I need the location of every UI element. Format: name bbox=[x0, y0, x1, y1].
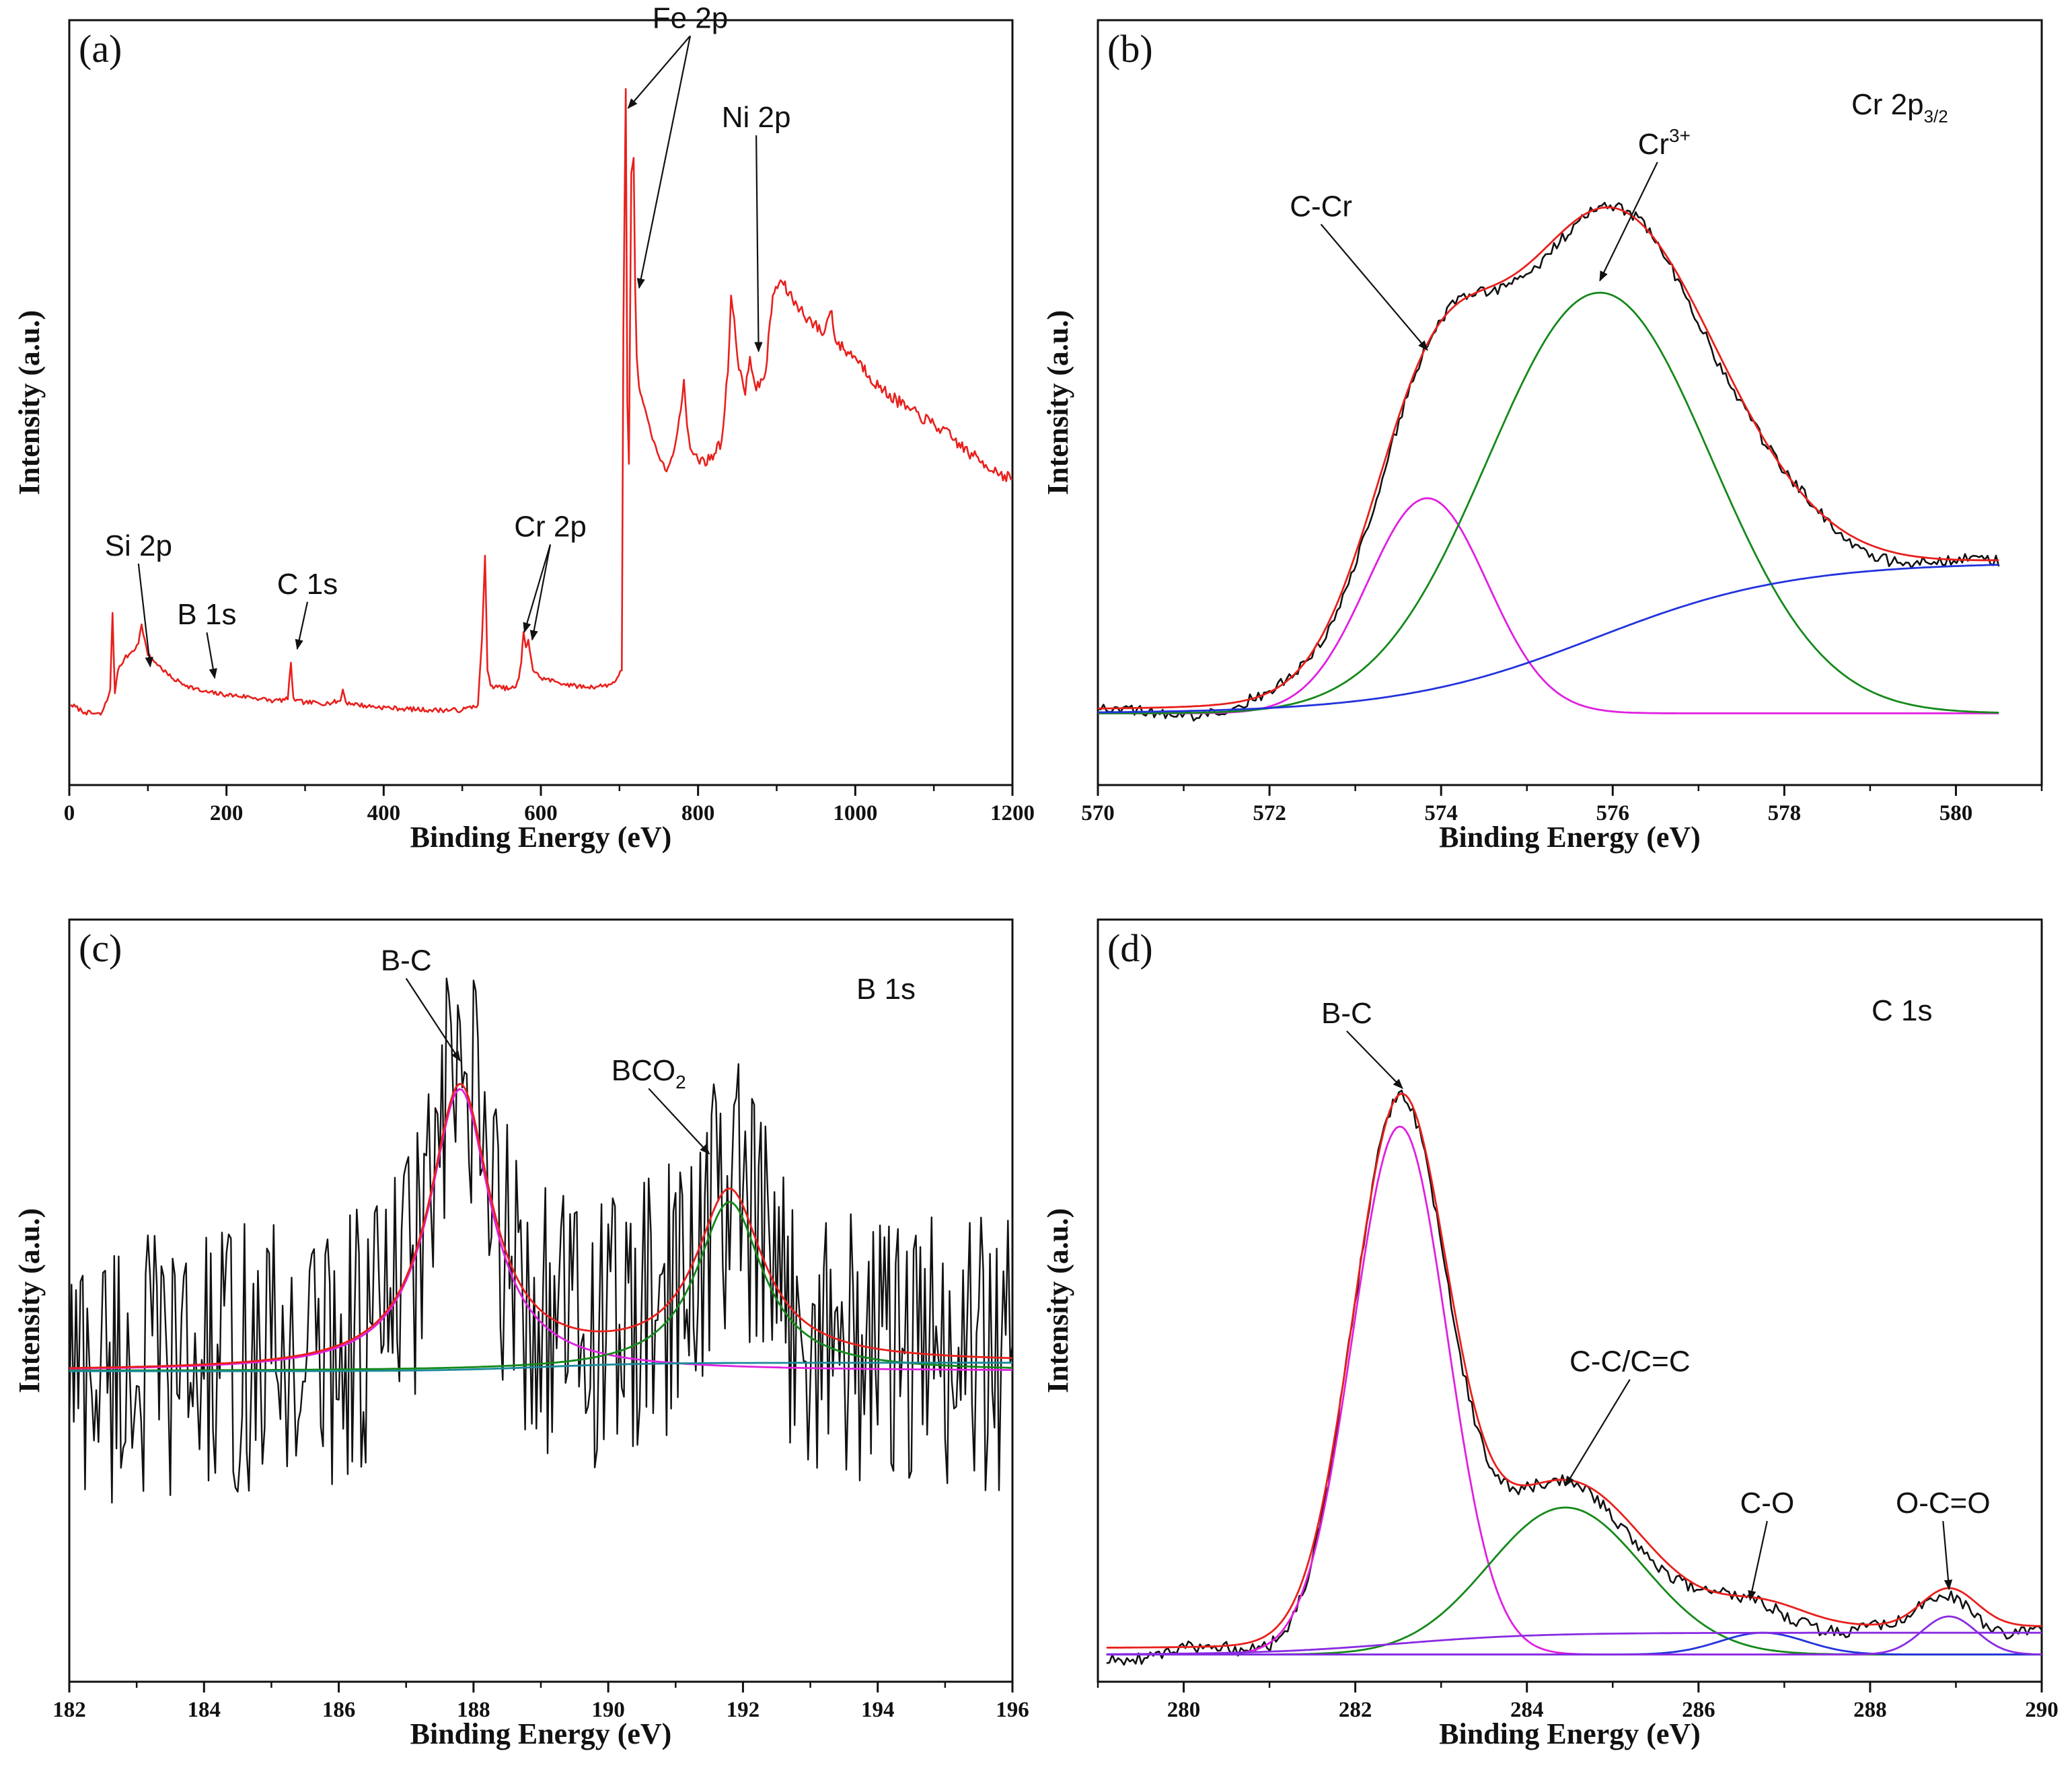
plot-frame bbox=[1097, 19, 2043, 786]
series-envelope-line bbox=[1098, 206, 1999, 710]
y-axis-title: Intensity (a.u.) bbox=[1041, 310, 1074, 495]
x-tick-label: 182 bbox=[52, 1698, 86, 1722]
series-background-line bbox=[69, 1362, 1012, 1372]
annotation-arrow bbox=[405, 977, 461, 1062]
annotation-arrow bbox=[1565, 1379, 1631, 1487]
panel-title: B 1s bbox=[856, 973, 916, 1006]
annotation-arrow bbox=[529, 544, 552, 641]
series-envelope-line bbox=[1106, 1092, 2042, 1649]
x-axis-title: Binding Energy (eV) bbox=[410, 1717, 672, 1750]
peak-annotation-label: C-Cr bbox=[1290, 190, 1352, 223]
x-tick-label: 0 bbox=[64, 801, 75, 825]
panel-title: C 1s bbox=[1872, 994, 1932, 1027]
x-tick-label: 190 bbox=[591, 1698, 625, 1722]
x-tick-label: 188 bbox=[457, 1698, 490, 1722]
panel-a: 0 200 400 600 800 1000 1200 Binding Energy (eV)… bbox=[13, 1, 1035, 854]
annotation-arrow bbox=[523, 544, 552, 634]
peak-annotation-label: Si 2p bbox=[105, 529, 172, 562]
x-tick-label: 196 bbox=[996, 1698, 1029, 1722]
x-tick-label: 400 bbox=[367, 801, 401, 825]
x-axis-title: Binding Energy (eV) bbox=[1439, 1717, 1701, 1750]
x-tick-label: 194 bbox=[861, 1698, 895, 1722]
plot-area bbox=[1106, 1089, 2042, 1666]
x-tick-label: 1000 bbox=[833, 801, 877, 825]
x-tick-label: 572 bbox=[1253, 801, 1286, 825]
series-envelope-line bbox=[69, 1082, 1012, 1370]
annotation-arrow bbox=[206, 632, 217, 679]
annotation-arrow bbox=[1942, 1521, 1953, 1590]
peak-annotation-label: B 1s bbox=[177, 598, 236, 631]
peak-annotation-label: O-C=O bbox=[1896, 1487, 1991, 1520]
plot-frame bbox=[68, 19, 1014, 786]
x-tick-label: 286 bbox=[1682, 1698, 1715, 1722]
annotation-arrow bbox=[295, 601, 309, 650]
x-tick-label: 600 bbox=[524, 801, 558, 825]
x-tick-label: 576 bbox=[1596, 801, 1630, 825]
x-tick-label: 570 bbox=[1081, 801, 1115, 825]
panel-label: (a) bbox=[79, 27, 122, 71]
series-bco2-line bbox=[69, 1201, 1012, 1372]
peak-annotation-label: C-O bbox=[1740, 1487, 1795, 1520]
x-tick-label: 282 bbox=[1339, 1698, 1372, 1722]
panel-label: (c) bbox=[79, 926, 122, 970]
x-tick-label: 1200 bbox=[990, 801, 1035, 825]
x-tick-label: 192 bbox=[727, 1698, 760, 1722]
series-b-c-line bbox=[1106, 1125, 2042, 1655]
annotation-arrow bbox=[1346, 1030, 1403, 1089]
series-raw-line bbox=[1098, 202, 2000, 722]
annotation-arrow bbox=[754, 135, 763, 352]
x-tick-label: 578 bbox=[1768, 801, 1802, 825]
y-axis-title: Intensity (a.u.) bbox=[13, 1208, 46, 1393]
panel-d: 280 282 284 286 288 290 Binding Energy (eV) Int… bbox=[1041, 918, 2059, 1750]
x-tick-label: 290 bbox=[2025, 1698, 2059, 1722]
x-axis-title: Binding Energy (eV) bbox=[410, 821, 672, 854]
series-cr3--line bbox=[1098, 291, 1999, 714]
peak-annotation-label: Ni 2p bbox=[722, 101, 791, 134]
x-tick-label: 186 bbox=[322, 1698, 356, 1722]
panel-label: (b) bbox=[1107, 27, 1153, 71]
plot-frame bbox=[1097, 918, 2043, 1683]
peak-annotation-label: Cr 2p bbox=[514, 510, 587, 543]
annotation-arrow bbox=[1748, 1520, 1768, 1602]
panel-title: Cr 2p3/2 bbox=[1851, 88, 1948, 126]
x-tick-label: 580 bbox=[1939, 801, 1973, 825]
peak-annotation-label: B-C bbox=[1321, 997, 1372, 1030]
series-b-c-line bbox=[69, 1088, 1012, 1371]
x-tick-label: 280 bbox=[1167, 1698, 1201, 1722]
annotation-arrow bbox=[137, 563, 153, 668]
x-tick-label: 288 bbox=[1853, 1698, 1887, 1722]
survey-spectrum-line bbox=[70, 88, 1012, 716]
x-tick-label: 200 bbox=[210, 801, 244, 825]
plot-area bbox=[70, 88, 1012, 716]
peak-annotation-label: B-C bbox=[381, 944, 432, 977]
peak-annotation-label: BCO2 bbox=[612, 1054, 686, 1092]
x-axis-title: Binding Energy (eV) bbox=[1439, 821, 1701, 854]
peak-annotation-label: Fe 2p bbox=[653, 1, 729, 34]
annotation-arrow bbox=[1320, 223, 1428, 351]
x-tick-label: 184 bbox=[188, 1698, 221, 1722]
annotation-arrow bbox=[627, 35, 691, 109]
peak-annotation-label: Cr3+ bbox=[1638, 125, 1691, 161]
y-axis-title: Intensity (a.u.) bbox=[13, 310, 46, 495]
panel-label: (d) bbox=[1107, 926, 1153, 970]
plot-area bbox=[69, 977, 1012, 1504]
panel-b: 570 572 574 576 578 580 Binding Energy (eV) Int… bbox=[1041, 19, 2043, 854]
series-background-line bbox=[1098, 564, 1999, 714]
peak-annotation-label: C 1s bbox=[277, 568, 338, 601]
x-tick-label: 284 bbox=[1510, 1698, 1544, 1722]
x-tick-label: 574 bbox=[1424, 801, 1458, 825]
series-o-c-o-line bbox=[1106, 1615, 2042, 1655]
annotation-arrow bbox=[636, 36, 692, 289]
series-background-line bbox=[1106, 1631, 2042, 1655]
panel-c: 182 184 186 188 190 192 194 196 Binding Energy (… bbox=[13, 918, 1029, 1750]
annotation-arrow bbox=[1599, 161, 1658, 282]
plot-area bbox=[1098, 202, 2000, 722]
series-raw-line bbox=[69, 977, 1012, 1504]
y-axis-title: Intensity (a.u.) bbox=[1041, 1208, 1074, 1393]
x-tick-label: 800 bbox=[681, 801, 715, 825]
annotation-arrow bbox=[648, 1088, 710, 1155]
peak-annotation-label: C-C/C=C bbox=[1569, 1345, 1691, 1378]
series-c-cr-line bbox=[1098, 497, 1999, 714]
